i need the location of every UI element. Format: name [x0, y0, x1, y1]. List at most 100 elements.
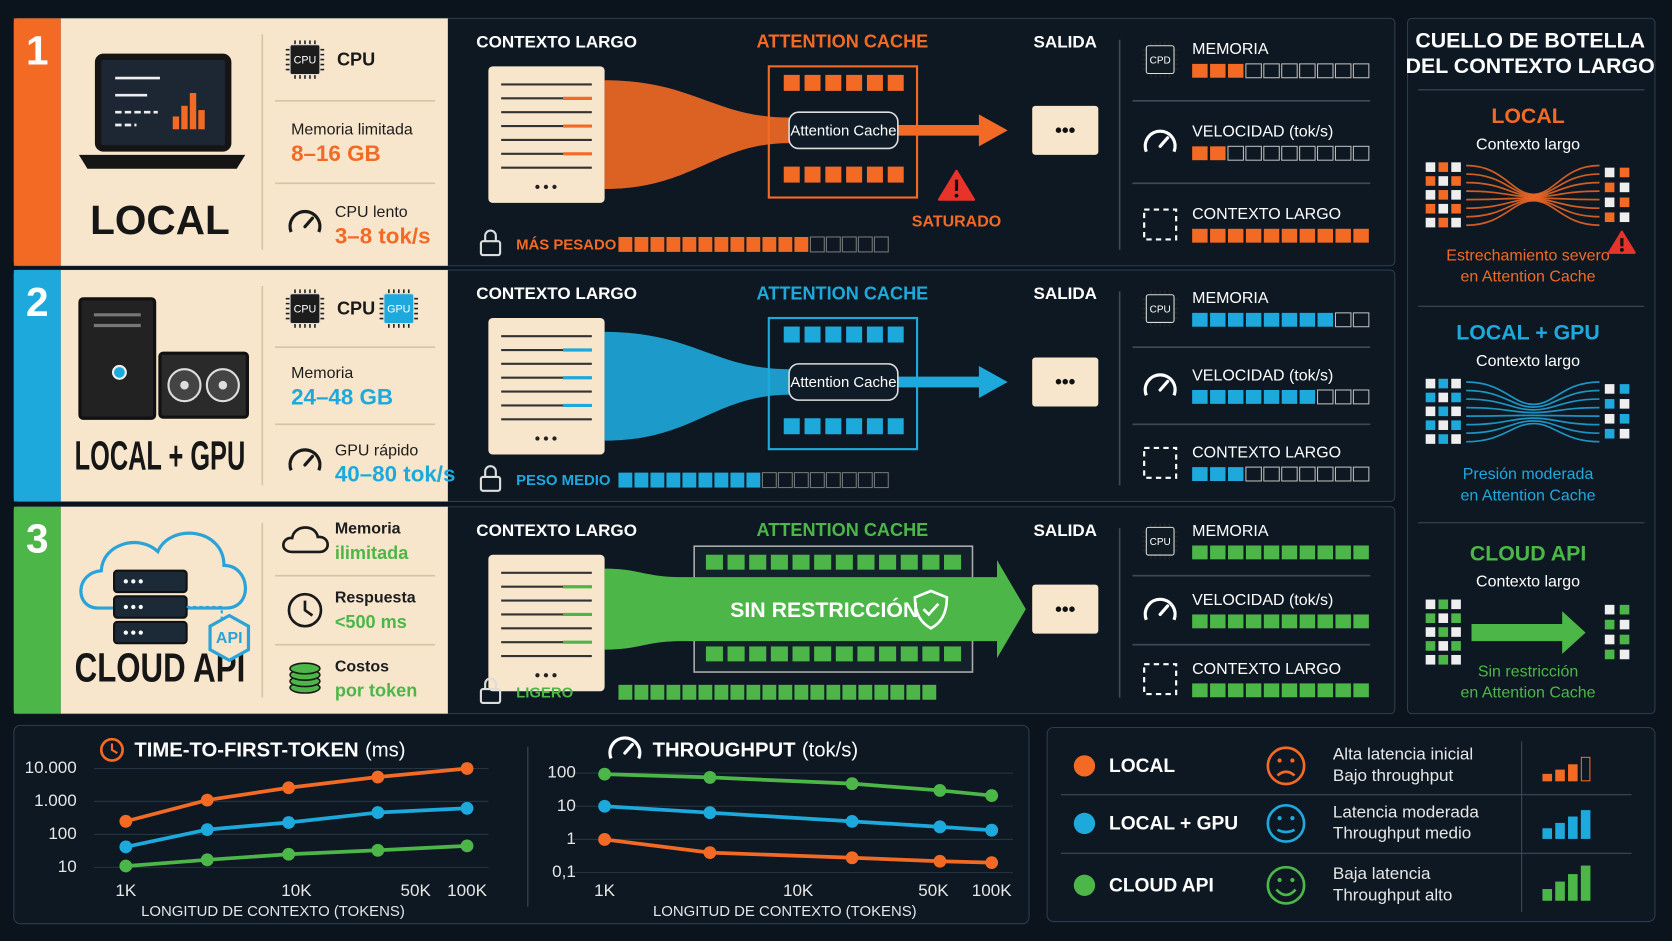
cache-cell: [887, 166, 904, 183]
weight-cell: [634, 684, 649, 700]
metric-cell: [1245, 614, 1262, 629]
spec-label: Costos: [335, 659, 389, 676]
coin-icon: [289, 662, 321, 675]
token-cell: [1619, 212, 1630, 223]
cache-arrow: [604, 560, 1026, 659]
token-cell: [1604, 384, 1615, 394]
token-cell: [1425, 392, 1436, 403]
token-cell: [1451, 378, 1461, 389]
metric-bar: [1192, 145, 1370, 161]
bottleneck-line: [1466, 389, 1600, 408]
token-cell: [1438, 406, 1449, 417]
x-tick-label: 100K: [447, 881, 487, 900]
metric-cell: [1317, 389, 1334, 405]
gauge-icon: [608, 736, 642, 759]
token-cell: [1619, 428, 1630, 439]
cache-cell: [866, 74, 883, 91]
token-cell: [1604, 212, 1615, 223]
screen-bar: [172, 116, 180, 130]
metric-bar: [1192, 683, 1369, 698]
bottleneck-line: [1466, 197, 1600, 201]
cache-cell: [879, 554, 897, 570]
context-document: [488, 318, 605, 455]
weight-cell: [873, 236, 889, 253]
token-cell: [1438, 627, 1449, 637]
context-funnel: [604, 331, 790, 441]
weight-cell: [730, 472, 745, 488]
tower: [78, 297, 157, 420]
y-tick-label: 10.000: [25, 758, 77, 777]
metric-cell: [1210, 146, 1226, 161]
series-point: [933, 854, 947, 868]
metric-cell: [1210, 545, 1226, 560]
bottleneck-line: [1466, 417, 1600, 426]
weight-cell: [666, 684, 681, 700]
metric-cell: [1227, 467, 1244, 481]
document-dot: [543, 436, 549, 441]
bottleneck-line: [1466, 199, 1600, 227]
cache-cell: [825, 418, 842, 435]
cache-cell: [783, 326, 800, 343]
metric-cell: [1335, 545, 1351, 560]
clock-hands: [110, 743, 118, 754]
metric-cell: [1334, 145, 1352, 161]
token-cell: [1438, 654, 1449, 665]
output-symbol: •••: [1055, 120, 1075, 141]
legend-name: LOCAL + GPU: [1109, 814, 1238, 835]
chip-label: CPU: [1150, 304, 1171, 315]
token-cell: [1425, 190, 1436, 200]
x-tick-label: 1K: [115, 881, 136, 900]
metric-cell: [1353, 545, 1369, 560]
series-point: [985, 823, 999, 837]
output-box: [1032, 105, 1099, 155]
token-cell: [1619, 634, 1630, 645]
context-funnel: [604, 80, 790, 189]
series-point: [598, 799, 612, 813]
metric-cell: [1335, 228, 1351, 243]
metric-cell: [1353, 683, 1369, 698]
lock-body: [479, 688, 502, 705]
spec-label: Memoria limitada: [291, 122, 413, 139]
gpu-hub: [218, 380, 228, 390]
spec-value: 8–16 GB: [291, 141, 381, 166]
token-cell: [1619, 167, 1630, 178]
x-axis-label: LONGITUD DE CONTEXTO (TOKENS): [653, 903, 917, 920]
flow-cache-title: ATTENTION CACHE: [757, 520, 929, 540]
cache-cell: [825, 166, 842, 183]
cache-cell: [727, 554, 745, 570]
y-tick-label: 1: [566, 829, 575, 848]
x-axis-label: LONGITUD DE CONTEXTO (TOKENS): [141, 903, 405, 920]
token-cell: [1438, 392, 1449, 403]
weight-cell: [746, 684, 761, 700]
chip: [1145, 294, 1175, 323]
server-led: [131, 604, 136, 610]
metric-cell: [1263, 145, 1280, 161]
bottleneck-line: [1466, 164, 1600, 196]
flow-input-title: CONTEXTO LARGO: [476, 32, 637, 51]
metric-cell: [1210, 312, 1226, 327]
metric-cell: [1352, 466, 1370, 482]
x-tick-label: 50K: [918, 881, 949, 900]
metric-cell: [1299, 614, 1316, 629]
weight-cell: [666, 236, 681, 252]
weight-cell: [810, 684, 825, 700]
face-icon: [1266, 865, 1306, 905]
weight-label: PESO MEDIO: [516, 472, 610, 489]
bottleneck-caption: en Attention Cache: [1460, 487, 1595, 504]
metric-cell: [1245, 63, 1262, 79]
server-led: [123, 604, 128, 610]
gauge-needle: [1158, 604, 1170, 617]
legend-description: Baja latencia: [1333, 864, 1431, 883]
x-tick-label: 10K: [281, 881, 312, 900]
metric-cell: [1192, 545, 1208, 560]
series-point: [200, 853, 214, 867]
weight-cell: [650, 472, 665, 488]
spec-label: GPU rápido: [335, 442, 419, 459]
lock-body: [479, 240, 502, 257]
level-bar: [1555, 769, 1565, 782]
metric-cell: [1281, 545, 1298, 560]
server: [113, 620, 188, 645]
gpu-hub: [180, 380, 189, 390]
cache-cell: [866, 418, 883, 435]
metric-cell: [1227, 683, 1244, 698]
